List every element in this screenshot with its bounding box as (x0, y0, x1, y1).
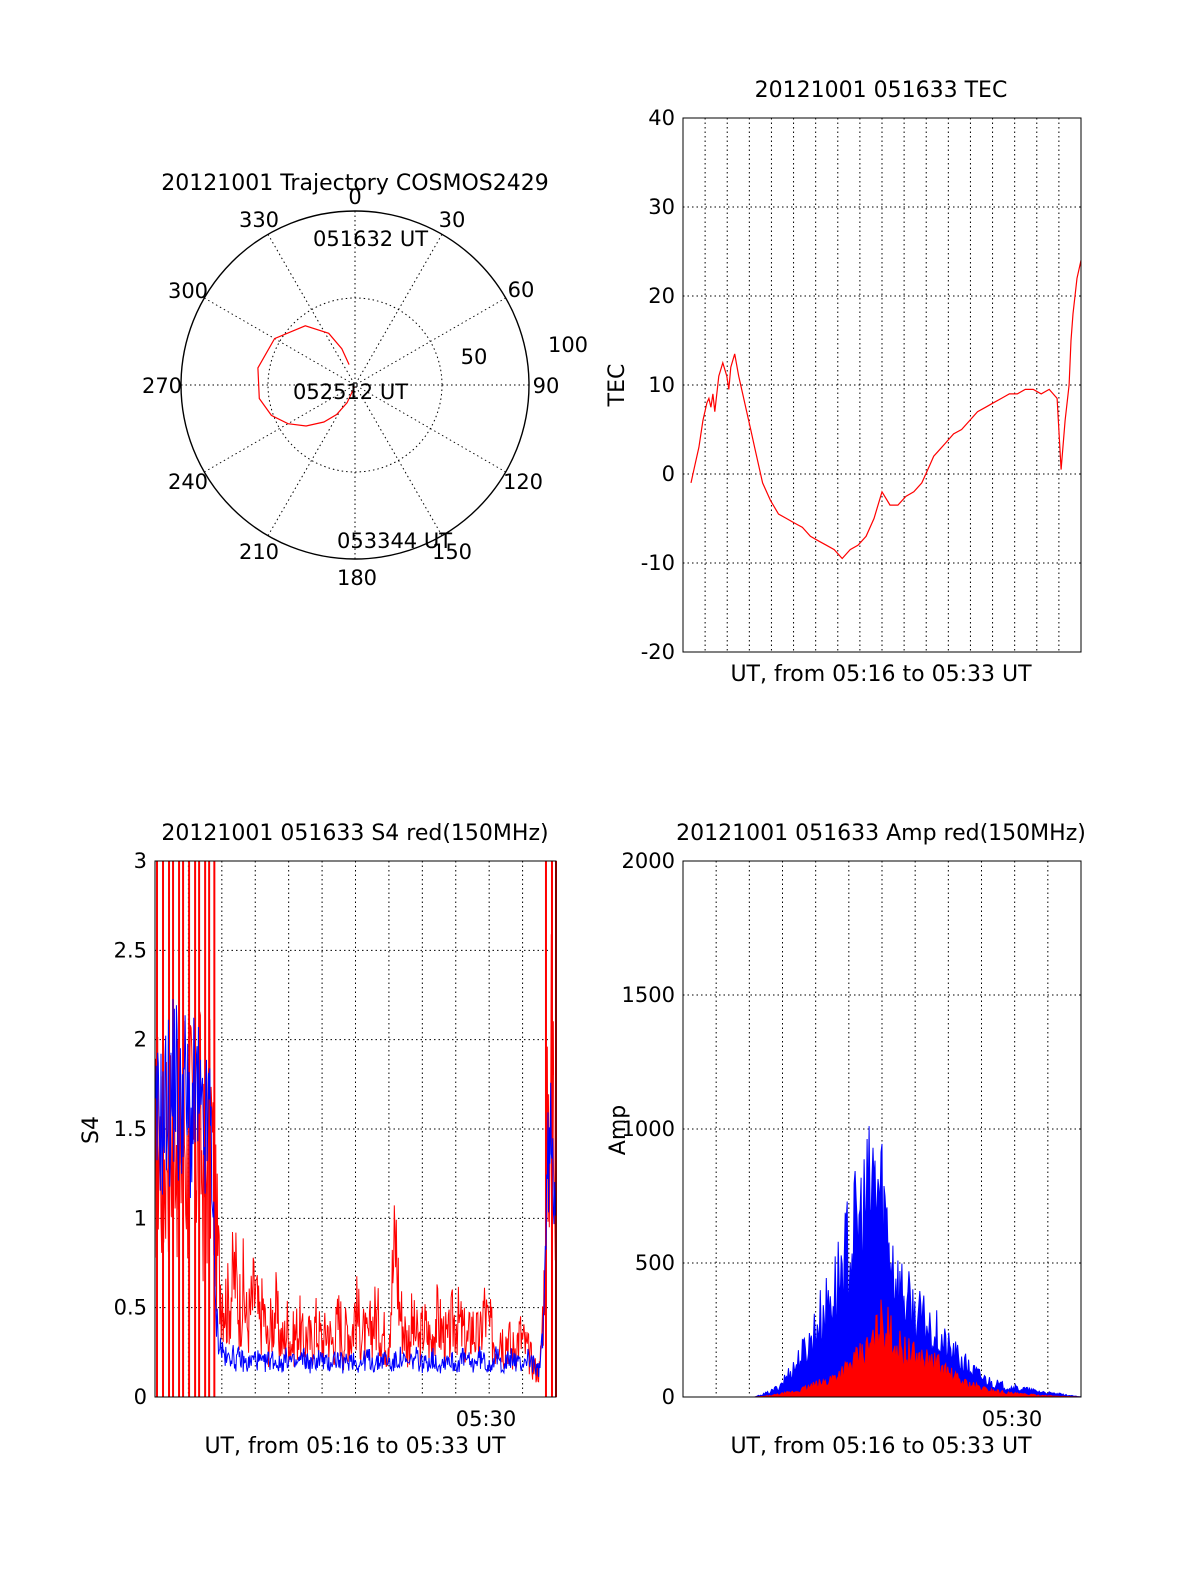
amp-xtick-label: 05:30 (982, 1407, 1043, 1431)
tec-xlabel: UT, from 05:16 to 05:33 UT (730, 662, 1032, 687)
tec-ytick-10: 10 (648, 373, 675, 397)
polar-elevation-label-50: 50 (461, 345, 488, 369)
polar-azimuth-label-330: 330 (239, 208, 279, 232)
tec-plot-frame (682, 117, 1082, 653)
tec-ytick-40: 40 (648, 106, 675, 130)
amp-title: 20121001 051633 Amp red(150MHz) (676, 821, 1086, 846)
s4-panel: 20121001 051633 S4 red(150MHz) 3 2.5 2 1.5 1… (79, 821, 557, 1459)
trajectory-end-label: 053344 UT (337, 529, 452, 553)
amp-ytick-2000: 2000 (622, 849, 675, 873)
s4-ytick-1.5: 1.5 (114, 1117, 147, 1141)
s4-title: 20121001 051633 S4 red(150MHz) (161, 821, 548, 846)
amp-ylabel: Amp (606, 1105, 631, 1155)
polar-azimuth-label-90: 90 (533, 374, 560, 398)
s4-ytick-3: 3 (134, 849, 147, 873)
s4-red-series-line (154, 934, 556, 1383)
amp-ytick-labels: 2000 1500 1000 500 0 (622, 849, 675, 1409)
polar-azimuth-label-180: 180 (337, 566, 377, 590)
amp-ytick-1500: 1500 (622, 983, 675, 1007)
tec-ytick--20: -20 (641, 640, 675, 664)
trajectory-start-label: 051632 UT (313, 227, 428, 251)
s4-ytick-1: 1 (134, 1206, 147, 1230)
tec-ytick-labels: 40 30 20 10 0 -10 -20 (641, 106, 675, 664)
amp-ytick-1000: 1000 (622, 1117, 675, 1141)
trajectory-mid-label: 052512 UT (293, 380, 408, 404)
tec-series-line (690, 260, 1082, 560)
s4-ytick-2: 2 (134, 1028, 147, 1052)
s4-ytick-labels: 3 2.5 2 1.5 1 0.5 0 (114, 849, 147, 1409)
tec-ytick-20: 20 (648, 284, 675, 308)
tec-ytick-30: 30 (648, 195, 675, 219)
amp-red-series-area (683, 1299, 1081, 1398)
polar-azimuth-label-150: 150 (432, 540, 472, 564)
tec-ytick-0: 0 (662, 462, 675, 486)
tec-ytick--10: -10 (641, 551, 675, 575)
polar-grid (180, 210, 530, 560)
trajectory-panel: 20121001 Trajectory COSMOS2429 0 30 60 90 12… (142, 171, 588, 590)
polar-elevation-label-100: 100 (548, 333, 588, 357)
s4-xtick-label: 05:30 (456, 1407, 517, 1431)
s4-plot-frame (154, 860, 557, 1398)
polar-azimuth-label-30: 30 (439, 208, 466, 232)
tec-title: 20121001 051633 TEC (755, 78, 1008, 103)
polar-axis-labels: 0 30 60 90 120 150 180 210 240 270 300 330 50 100 (142, 185, 588, 590)
s4-blue-series-line (154, 998, 556, 1378)
amp-xlabel: UT, from 05:16 to 05:33 UT (730, 1434, 1032, 1459)
amp-ytick-0: 0 (662, 1385, 675, 1409)
s4-xlabel: UT, from 05:16 to 05:33 UT (204, 1434, 506, 1459)
amp-panel: 20121001 051633 Amp red(150MHz) 2000 1500… (606, 821, 1086, 1459)
polar-azimuth-label-210: 210 (239, 540, 279, 564)
amp-ytick-500: 500 (635, 1251, 675, 1275)
polar-azimuth-label-0: 0 (348, 185, 361, 209)
polar-azimuth-label-240: 240 (168, 470, 208, 494)
polar-azimuth-label-300: 300 (168, 279, 208, 303)
s4-ytick-0: 0 (134, 1385, 147, 1409)
polar-azimuth-label-60: 60 (508, 278, 535, 302)
tec-ylabel: TEC (605, 364, 630, 408)
s4-ytick-2.5: 2.5 (114, 938, 147, 962)
amp-plot-frame (682, 860, 1082, 1398)
s4-ylabel: S4 (79, 1116, 104, 1144)
polar-azimuth-label-270: 270 (142, 374, 182, 398)
trajectory-line (257, 325, 356, 427)
polar-azimuth-label-120: 120 (503, 470, 543, 494)
s4-ytick-0.5: 0.5 (114, 1296, 147, 1320)
tec-grid (683, 118, 1081, 652)
trajectory-title: 20121001 Trajectory COSMOS2429 (161, 171, 548, 196)
